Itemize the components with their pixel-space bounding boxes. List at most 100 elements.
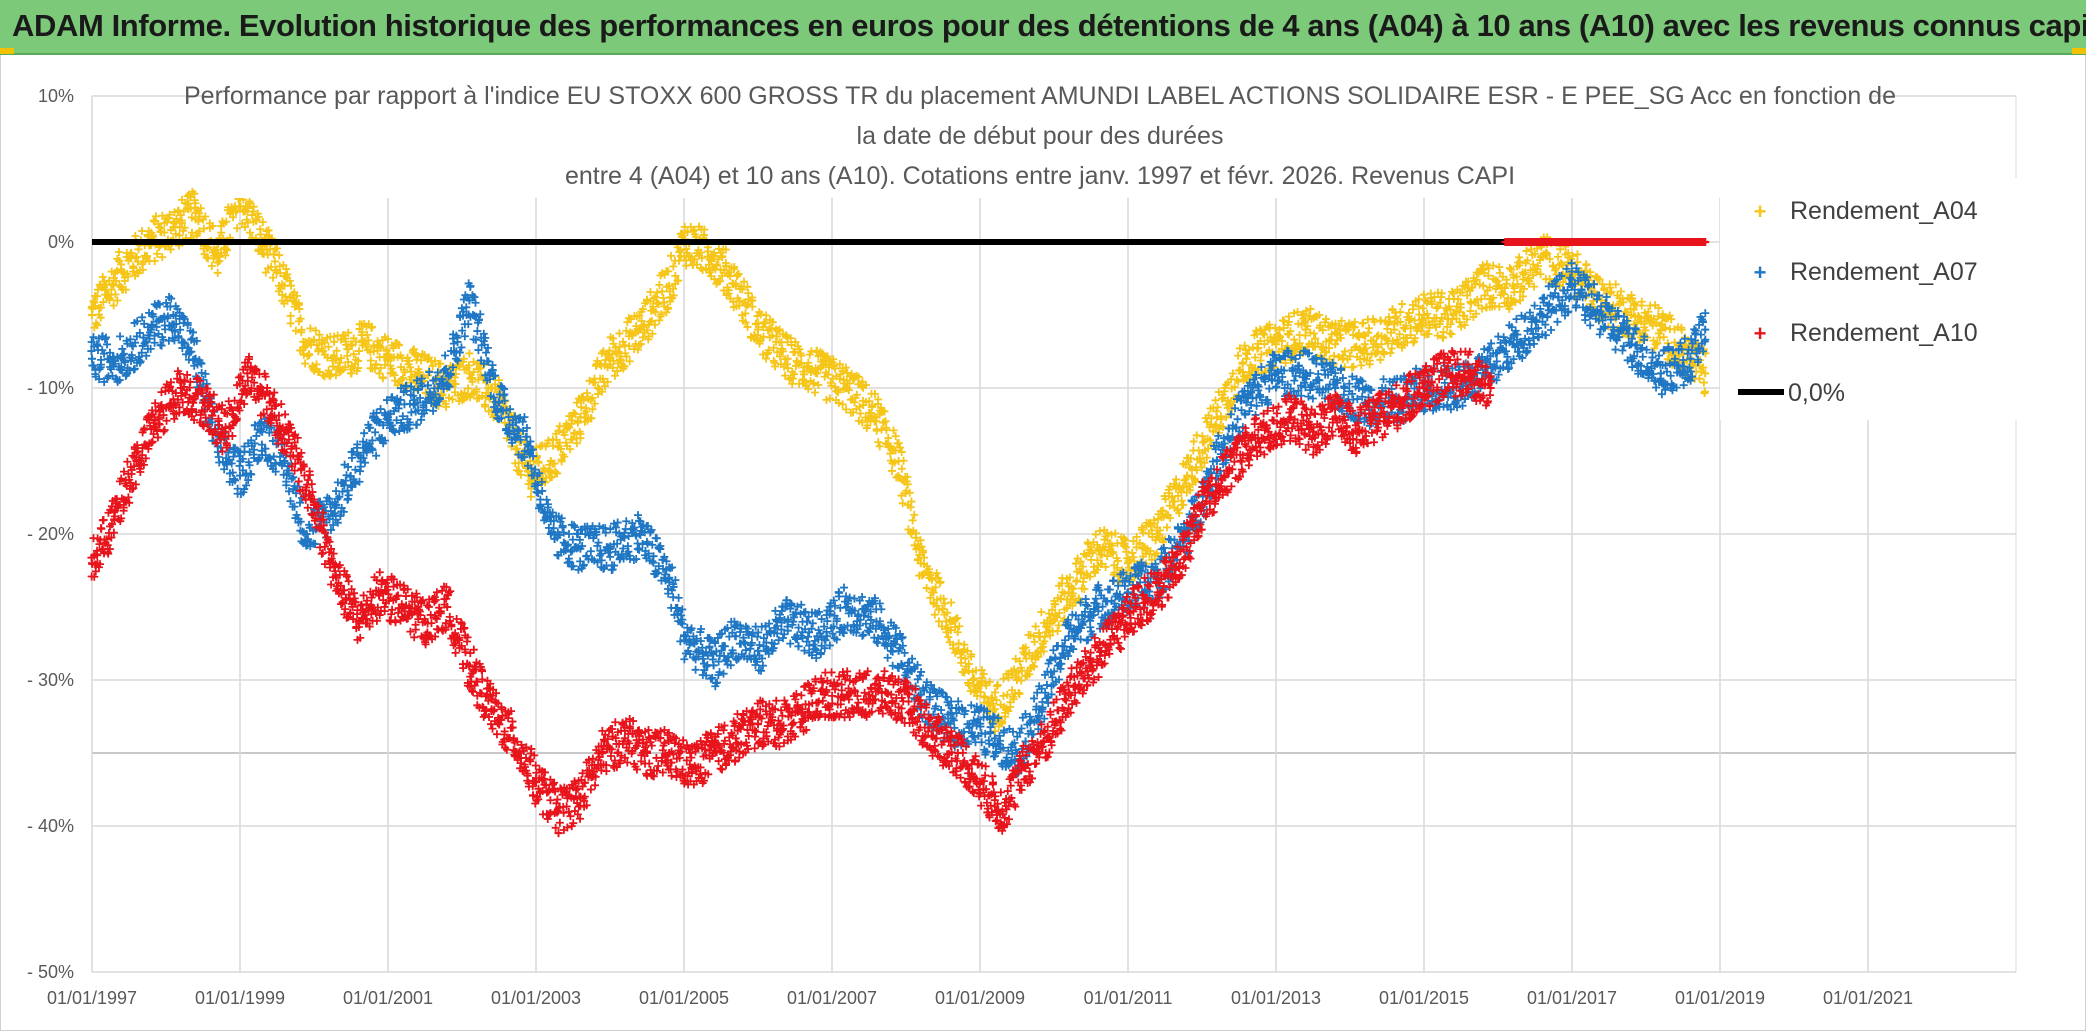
a04-point-660: [444, 393, 453, 402]
x-tick-label-9: 01/01/2015: [1379, 988, 1469, 1008]
a04-point-132: [129, 267, 138, 276]
a04-point-1802: [1129, 537, 1138, 546]
a04-point-1743: [1092, 565, 1101, 574]
a04-point-918: [598, 374, 607, 383]
a04-point-2289: [1419, 290, 1428, 299]
a04-point-1305: [830, 362, 839, 371]
a07-point-784: [520, 413, 529, 422]
a04-point-871: [572, 398, 581, 407]
a07-point-2031: [1265, 384, 1274, 393]
a04-point-1716: [1076, 568, 1085, 577]
y-tick-label-4: - 30%: [27, 670, 74, 690]
a07-point-1071: [691, 665, 700, 674]
a04-point-348: [258, 218, 267, 227]
a04-point-1680: [1055, 609, 1064, 618]
a04-point-1322: [842, 405, 851, 414]
a04-point-492: [344, 358, 353, 367]
a04-point-1291: [824, 370, 833, 379]
a04-point-2170: [1349, 362, 1358, 371]
a04-point-1449: [917, 542, 926, 551]
a04-point-427: [306, 324, 315, 333]
a04-point-1977: [1232, 375, 1241, 384]
a04-point-147: [138, 265, 147, 274]
a04-point-1772: [1111, 529, 1120, 538]
x-tick-label-11: 01/01/2019: [1675, 988, 1765, 1008]
a04-point-1321: [841, 363, 850, 372]
a04-point-333: [249, 202, 258, 211]
a04-point-410: [295, 304, 304, 313]
a04-point-879: [576, 430, 585, 439]
a04-point-1329: [844, 386, 853, 395]
a04-point-165: [148, 231, 157, 240]
a04-point-691: [464, 384, 473, 393]
a04-point-837: [550, 459, 559, 468]
a04-point-1866: [1166, 482, 1175, 491]
a04-point-1013: [657, 310, 666, 319]
a04-point-129: [127, 249, 136, 258]
a04-point-644: [436, 359, 445, 368]
a04-point-839: [553, 469, 562, 478]
a04-point-940: [613, 367, 622, 376]
a04-point-1924: [1203, 417, 1212, 426]
a04-point-585: [400, 365, 409, 374]
a07-point-517: [360, 429, 369, 438]
a04-point-1086: [700, 225, 709, 234]
a07-point-64: [89, 333, 98, 342]
a04-point-1499: [947, 598, 956, 607]
x-tick-label-1: 01/01/1999: [195, 988, 285, 1008]
a04-point-324: [243, 218, 252, 227]
a04-point-1194: [764, 346, 773, 355]
a04-point-1418: [898, 499, 907, 508]
x-tick-label-5: 01/01/2007: [787, 988, 877, 1008]
a04-point-1507: [953, 628, 962, 637]
a04-point-1835: [1147, 555, 1156, 564]
a04-point-1472: [931, 583, 940, 592]
a04-point-631: [428, 362, 437, 371]
a04-point-287: [221, 245, 230, 254]
a04-point-956: [622, 352, 631, 361]
a04-point-1951: [1219, 422, 1228, 431]
a04-point-914: [597, 387, 606, 396]
a04-point-1252: [800, 370, 809, 379]
a07-point-1977: [1233, 415, 1242, 424]
a04-point-1875: [1172, 475, 1181, 484]
a04-point-1200: [768, 331, 777, 340]
a04-point-419: [301, 359, 310, 368]
a04-point-1238: [791, 338, 800, 347]
a04-point-1191: [761, 354, 770, 363]
a07-point-1311: [834, 587, 843, 596]
a04-point-1188: [760, 318, 769, 327]
a04-point-537: [371, 361, 380, 370]
a04-point-1182: [756, 310, 765, 319]
a04-point-1656: [1040, 632, 1049, 641]
a04-point-1817: [1137, 523, 1146, 532]
a04-point-229: [187, 228, 196, 237]
a04-point-2458: [1522, 246, 1531, 255]
a04-point-705: [472, 385, 481, 394]
a04-point-276: [215, 252, 224, 261]
a04-point-385: [282, 265, 291, 274]
a04-point-509: [355, 347, 364, 356]
a04-point-1073: [692, 260, 701, 269]
a04-point-1407: [891, 446, 900, 455]
a04-point-707: [474, 365, 483, 374]
a07-point-2043: [1271, 383, 1280, 392]
a04-point-2750: [1695, 374, 1704, 383]
a04-point-1377: [874, 399, 883, 408]
a04-point-72: [93, 292, 102, 301]
a04-point-876: [573, 418, 582, 427]
a04-point-438: [311, 326, 320, 335]
a04-point-1570: [991, 727, 1000, 736]
a04-point-1833: [1146, 546, 1155, 555]
a04-point-1838: [1150, 516, 1159, 525]
a04-point-497: [347, 369, 356, 378]
a04-point-1679: [1054, 621, 1063, 630]
x-tick-label-4: 01/01/2005: [639, 988, 729, 1008]
a04-point-118: [121, 285, 130, 294]
banner-corner-left: [0, 48, 14, 54]
a04-point-236: [191, 199, 200, 208]
a04-point-480: [337, 354, 346, 363]
a04-point-396: [286, 319, 295, 328]
a04-point-1375: [874, 438, 883, 447]
